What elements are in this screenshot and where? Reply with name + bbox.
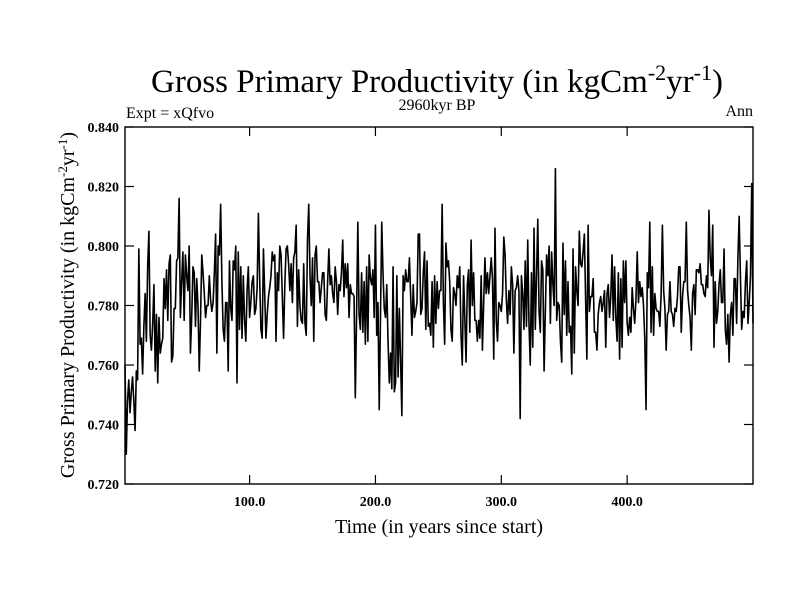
season-label: Ann: [725, 103, 753, 120]
y-tick-label: 0.820: [88, 181, 120, 196]
experiment-label: Expt = xQfvo: [126, 105, 214, 122]
y-tick-label: 0.720: [88, 478, 120, 493]
x-tick-label: 300.0: [486, 495, 518, 510]
y-tick-label: 0.740: [88, 419, 120, 434]
y-tick-label: 0.840: [88, 121, 120, 136]
period-label: 2960kyr BP: [399, 97, 476, 114]
y-tick-label: 0.800: [88, 240, 120, 255]
x-tick-label: 100.0: [234, 495, 266, 510]
x-axis-ticks: 100.0 200.0 300.0 400.0: [234, 127, 643, 510]
series-line-gpp: [124, 167, 754, 456]
chart-title: Gross Primary Productivity (in kgCm-2yr-…: [151, 60, 723, 100]
x-axis-label: Time (in years since start): [335, 516, 543, 538]
y-tick-label: 0.780: [88, 300, 120, 315]
x-tick-label: 400.0: [611, 495, 643, 510]
y-axis-ticks: 0.720 0.740 0.760 0.780 0.800 0.820 0.840: [88, 121, 753, 493]
y-axis-label: Gross Primary Productivity (in kgCm-2yr-…: [55, 132, 79, 478]
y-tick-label: 0.760: [88, 359, 120, 374]
x-tick-label: 200.0: [360, 495, 392, 510]
